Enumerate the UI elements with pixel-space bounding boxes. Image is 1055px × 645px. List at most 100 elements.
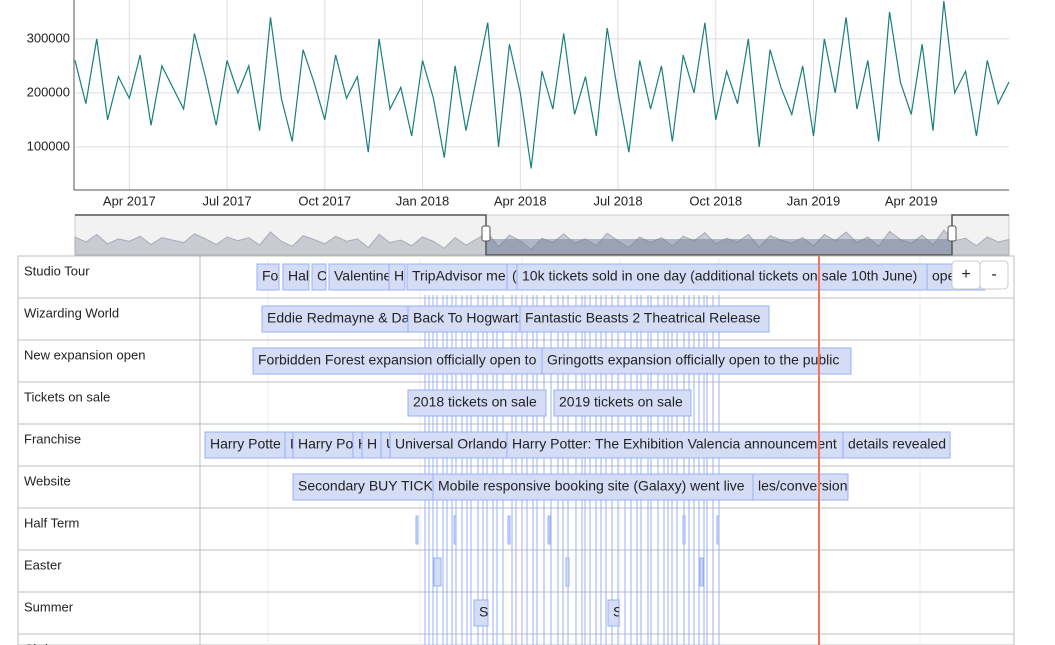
- item-box: [252, 347, 543, 375]
- item-box: [282, 263, 310, 291]
- item-label: Harry Potter: The Exhibition Valencia an…: [512, 436, 837, 452]
- item-label: Mobile responsive booking site (Galaxy) …: [438, 478, 745, 494]
- item-label: H: [367, 436, 377, 452]
- item-box: [328, 263, 390, 291]
- group-label: Christmas: [24, 641, 83, 645]
- timeline-item[interactable]: Fantastic Beasts 2 Theatrical Release: [519, 305, 770, 333]
- item-box: [752, 473, 849, 501]
- series-line: [74, 1, 1010, 169]
- item-label: Forbidden Forest expansion officially op…: [258, 352, 537, 368]
- timeline-item[interactable]: Gringotts expansion officially open to t…: [541, 347, 852, 375]
- timeline-item[interactable]: H: [361, 431, 382, 459]
- timeline-item[interactable]: Forbidden Forest expansion officially op…: [252, 347, 543, 375]
- timeline-item[interactable]: Mobile responsive booking site (Galaxy) …: [432, 473, 754, 501]
- item-label: Gringotts expansion officially open to t…: [547, 352, 839, 368]
- item-label: Valentine: [334, 268, 392, 284]
- y-tick-label: 300000: [27, 30, 70, 45]
- item-box: [388, 263, 406, 291]
- item-box: [204, 431, 286, 459]
- x-tick-label: Apr 2018: [494, 193, 547, 208]
- item-label: H: [394, 268, 404, 284]
- item-label: (: [512, 268, 517, 284]
- item-label: S: [613, 604, 622, 620]
- item-label: S: [479, 604, 488, 620]
- x-tick-label: Apr 2017: [103, 193, 156, 208]
- item-box: [292, 431, 354, 459]
- timeline-item: [507, 515, 511, 545]
- timeline-item[interactable]: details revealed: [842, 431, 951, 459]
- item-box: [506, 431, 844, 459]
- group-label: Tickets on sale: [24, 389, 110, 404]
- group-label: New expansion open: [24, 347, 145, 362]
- group-label: Studio Tour: [24, 263, 90, 278]
- item-label: Harry Po: [298, 436, 353, 452]
- timeline-item[interactable]: Harry Potter: The Exhibition Valencia an…: [506, 431, 844, 459]
- timeline-item[interactable]: C: [311, 263, 327, 291]
- timeline-item[interactable]: 10k tickets sold in one day (additional …: [516, 263, 928, 291]
- item-label: Back To Hogwarts: [413, 310, 526, 326]
- x-tick-label: Oct 2018: [689, 193, 742, 208]
- group-label: Wizarding World: [24, 305, 119, 320]
- zoom-button-label[interactable]: -: [991, 266, 996, 283]
- item-box: [432, 473, 754, 501]
- item-box: [407, 389, 547, 417]
- y-tick-label: 200000: [27, 84, 70, 99]
- timeline-item: [453, 515, 457, 545]
- timeline-item[interactable]: Harry Po: [292, 431, 354, 459]
- timeline-item[interactable]: Valentine: [328, 263, 392, 291]
- timeline-item[interactable]: les/conversion: [752, 473, 849, 501]
- item-box: [311, 263, 327, 291]
- timeline-item[interactable]: 2019 tickets on sale: [553, 389, 692, 417]
- item-label: ope: [932, 268, 956, 284]
- timeline-item[interactable]: Secondary BUY TICK: [292, 473, 434, 501]
- item-label: 10k tickets sold in one day (additional …: [522, 268, 917, 284]
- item-box: [256, 263, 280, 291]
- item-box: [842, 431, 951, 459]
- item-label: Hal: [288, 268, 309, 284]
- timeline-item[interactable]: Universal Orlando: [389, 431, 508, 459]
- y-tick-label: 100000: [27, 138, 70, 153]
- navigator-selection: [486, 239, 952, 255]
- item-box: [519, 305, 770, 333]
- timeline-item[interactable]: S: [473, 599, 489, 627]
- item-label: Universal Orlando: [395, 436, 507, 452]
- item-label: details revealed: [848, 436, 946, 452]
- group-label: Half Term: [24, 515, 79, 530]
- item-box: [541, 347, 852, 375]
- timeline-item[interactable]: TripAdvisor me: [406, 263, 508, 291]
- timeline-item[interactable]: Fo: [256, 263, 280, 291]
- timeline-item[interactable]: H: [388, 263, 406, 291]
- navigator-handle[interactable]: [481, 225, 491, 242]
- timeline-item[interactable]: Harry Potte: [204, 431, 286, 459]
- item-box: [389, 431, 508, 459]
- item-box: [553, 389, 692, 417]
- timeline-item: [433, 557, 442, 587]
- zoom-button-label[interactable]: +: [961, 266, 970, 283]
- timeline-item[interactable]: Hal: [282, 263, 310, 291]
- timeline-item[interactable]: S: [607, 599, 622, 627]
- item-label: U: [386, 436, 396, 452]
- item-label: H: [290, 436, 300, 452]
- group-label: Summer: [24, 599, 74, 614]
- x-tick-label: Jul 2017: [202, 193, 251, 208]
- x-tick-label: Jul 2018: [593, 193, 642, 208]
- timeline-item[interactable]: Eddie Redmayne & Da: [261, 305, 410, 333]
- item-label: les/conversion: [758, 478, 848, 494]
- x-tick-label: Oct 2017: [298, 193, 351, 208]
- zoom-button[interactable]: [979, 260, 1009, 290]
- x-tick-label: Jan 2019: [787, 193, 841, 208]
- item-label: 2019 tickets on sale: [559, 394, 683, 410]
- item-label: H: [358, 436, 368, 452]
- timeline-item[interactable]: Back To Hogwarts: [407, 305, 526, 333]
- timeline-item: [547, 515, 551, 545]
- timeline-item: [565, 557, 570, 587]
- navigator-handle[interactable]: [947, 225, 957, 242]
- timeline-item[interactable]: 2018 tickets on sale: [407, 389, 547, 417]
- x-tick-label: Jan 2018: [396, 193, 450, 208]
- item-label: Fantastic Beasts 2 Theatrical Release: [525, 310, 761, 326]
- timeline-item[interactable]: (: [506, 263, 518, 291]
- group-label: Website: [24, 473, 71, 488]
- item-box: [473, 599, 489, 627]
